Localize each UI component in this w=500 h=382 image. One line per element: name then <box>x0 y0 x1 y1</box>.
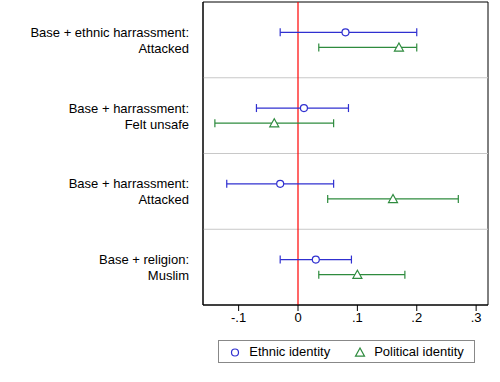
html-text:Political identity: Political identity <box>374 344 464 359</box>
svg-text:-.1: -.1 <box>231 310 246 325</box>
html-text:Ethnic identity: Ethnic identity <box>249 344 331 359</box>
svg-text:Base + ethnic harrassment:Atta: Base + ethnic harrassment:Attacked <box>30 25 189 56</box>
svg-text:0: 0 <box>294 310 301 325</box>
svg-text:Base + harrassment:Felt unsafe: Base + harrassment:Felt unsafe <box>69 101 189 132</box>
svg-text:.1: .1 <box>352 310 363 325</box>
svg-text:Base + religion:Muslim: Base + religion:Muslim <box>99 252 189 283</box>
svg-text:.3: .3 <box>471 310 482 325</box>
svg-text:.2: .2 <box>411 310 422 325</box>
svg-text:Base + harrassment:Attacked: Base + harrassment:Attacked <box>69 176 189 207</box>
